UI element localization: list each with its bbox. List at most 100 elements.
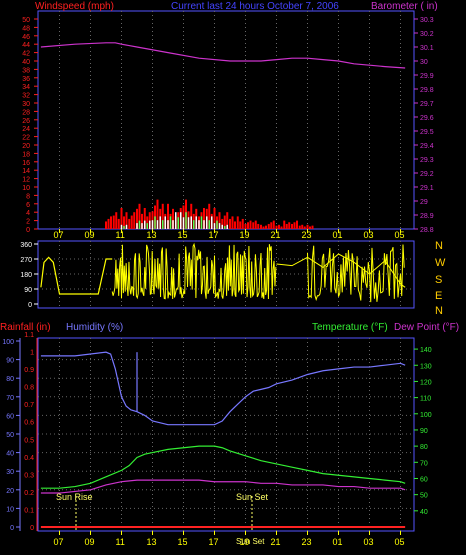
rainfall-tick-label: 0.7	[24, 402, 34, 409]
dir-tick-label: 0	[28, 302, 32, 309]
x-tick-label: 21	[271, 537, 281, 547]
wind-tick-label: 14	[22, 168, 30, 175]
dewpoint-label: Dew Point (°F)	[394, 322, 459, 333]
baro-tick-label: 29.8	[420, 87, 434, 94]
rainfall-tick-label: 0	[30, 525, 34, 532]
dir-tick-label: 270	[20, 257, 32, 264]
wind-tick-label: 22	[22, 135, 30, 142]
sunset-label-bottom: Sun Set	[236, 537, 265, 546]
top-time-axis: 07 09 11 13 15 17 19 21 23 01 03 05	[54, 229, 405, 240]
humidity-tick-label: 90	[6, 358, 14, 365]
wind-tick-label: 40	[22, 59, 30, 66]
wind-tick-label: 50	[22, 17, 30, 24]
baro-tick-label: 29.5	[420, 129, 434, 136]
barometer-axis-ticks: 28.8 28.9 29 29.1 29.2 29.3 29.4 29.5 29.6 29.7 29…	[414, 17, 434, 234]
x-tick-label: 03	[364, 537, 374, 547]
wind-tick-label: 8	[26, 193, 30, 200]
temp-tick-label: 130	[420, 363, 432, 370]
rainfall-tick-label: 0.5	[24, 437, 34, 444]
temp-tick-label: 110	[420, 396, 431, 403]
compass-e: E	[435, 290, 442, 302]
sunset-label: Sun Set	[236, 492, 269, 502]
dewpoint-line	[40, 479, 406, 494]
x-tick-label: 09	[85, 537, 95, 547]
dir-tick-label: 360	[20, 242, 32, 249]
x-tick-label: 19	[240, 230, 250, 240]
direction-series	[40, 242, 406, 303]
temperature-label: Temperature (°F)	[312, 322, 388, 333]
dir-tick-label: 90	[24, 287, 32, 294]
baro-tick-label: 28.9	[420, 213, 434, 220]
compass-n-top: N	[435, 240, 443, 252]
x-tick-label: 01	[333, 230, 343, 240]
temp-tick-label: 100	[420, 412, 432, 419]
baro-tick-label: 29.2	[420, 171, 434, 178]
rainfall-tick-label: 0.4	[24, 455, 34, 462]
rainfall-tick-label: 0.3	[24, 472, 34, 479]
x-tick-label: 17	[209, 230, 219, 240]
compass-s: S	[435, 274, 442, 286]
humidity-tick-label: 60	[6, 413, 14, 420]
wind-tick-label: 34	[22, 84, 30, 91]
baro-tick-label: 29.9	[420, 73, 434, 80]
wind-barometer-chart: 0246810121416182022242628303234363840424…	[22, 1, 437, 240]
direction-line-night	[307, 244, 405, 303]
wind-tick-label: 36	[22, 76, 30, 83]
x-tick-label: 15	[178, 537, 188, 547]
temp-tick-label: 40	[420, 509, 428, 516]
baro-tick-label: 30	[420, 59, 428, 66]
wind-tick-label: 48	[22, 25, 30, 32]
baro-tick-label: 29.1	[420, 185, 434, 192]
rainfall-label: Rainfall (in)	[0, 322, 51, 333]
x-tick-label: 07	[54, 230, 64, 240]
baro-tick-label: 29	[420, 199, 428, 206]
wind-tick-label: 24	[22, 126, 30, 133]
wind-tick-label: 0	[26, 227, 30, 234]
x-tick-label: 23	[302, 537, 312, 547]
barometer-line	[40, 42, 406, 69]
bottom-gridlines	[38, 338, 414, 531]
rainfall-tick-label: 0.2	[24, 490, 34, 497]
humidity-tick-label: 80	[6, 376, 14, 383]
wind-tick-label: 38	[22, 67, 30, 74]
humidity-tick-label: 20	[6, 488, 14, 495]
wind-direction-chart: 0 90 180 270 360 N W S E N	[20, 240, 446, 317]
temp-tick-label: 50	[420, 493, 428, 500]
direction-axis-ticks: 0 90 180 270 360	[20, 242, 38, 309]
rainfall-tick-label: 0.9	[24, 367, 34, 374]
barometer-label: Barometer ( in)	[371, 1, 438, 12]
x-tick-label: 11	[116, 230, 125, 240]
wind-tick-label: 46	[22, 34, 30, 41]
humidity-tick-label: 100	[2, 339, 14, 346]
x-tick-label: 13	[147, 230, 157, 240]
wind-tick-label: 16	[22, 160, 30, 167]
baro-tick-label: 29.6	[420, 115, 434, 122]
humidity-tick-label: 70	[6, 395, 14, 402]
baro-tick-label: 28.8	[420, 227, 434, 234]
wind-tick-label: 28	[22, 109, 30, 116]
wind-tick-label: 30	[22, 101, 30, 108]
x-tick-label: 07	[54, 537, 64, 547]
x-tick-label: 15	[178, 230, 188, 240]
x-tick-label: 11	[116, 537, 125, 547]
wind-tick-label: 2	[26, 219, 30, 226]
temperature-axis-ticks: 40 50 60 70 80 90 100 110 120 130 140	[414, 347, 432, 516]
wind-tick-label: 44	[22, 42, 30, 49]
x-tick-label: 03	[364, 230, 374, 240]
wind-tick-label: 42	[22, 51, 30, 58]
baro-tick-label: 30.1	[420, 45, 434, 52]
chart-title: Current last 24 hours October 7, 2006	[171, 1, 339, 12]
x-tick-label: 05	[395, 537, 405, 547]
baro-tick-label: 29.3	[420, 157, 434, 164]
x-tick-label: 13	[147, 537, 157, 547]
x-tick-label: 09	[85, 230, 95, 240]
wind-tick-label: 4	[26, 210, 30, 217]
baro-tick-label: 30.3	[420, 17, 434, 24]
rainfall-tick-label: 1	[30, 350, 34, 357]
baro-tick-label: 30.2	[420, 31, 434, 38]
sunrise-label: Sun Rise	[56, 492, 93, 502]
compass-n-bottom: N	[435, 305, 443, 317]
wind-tick-label: 20	[22, 143, 30, 150]
